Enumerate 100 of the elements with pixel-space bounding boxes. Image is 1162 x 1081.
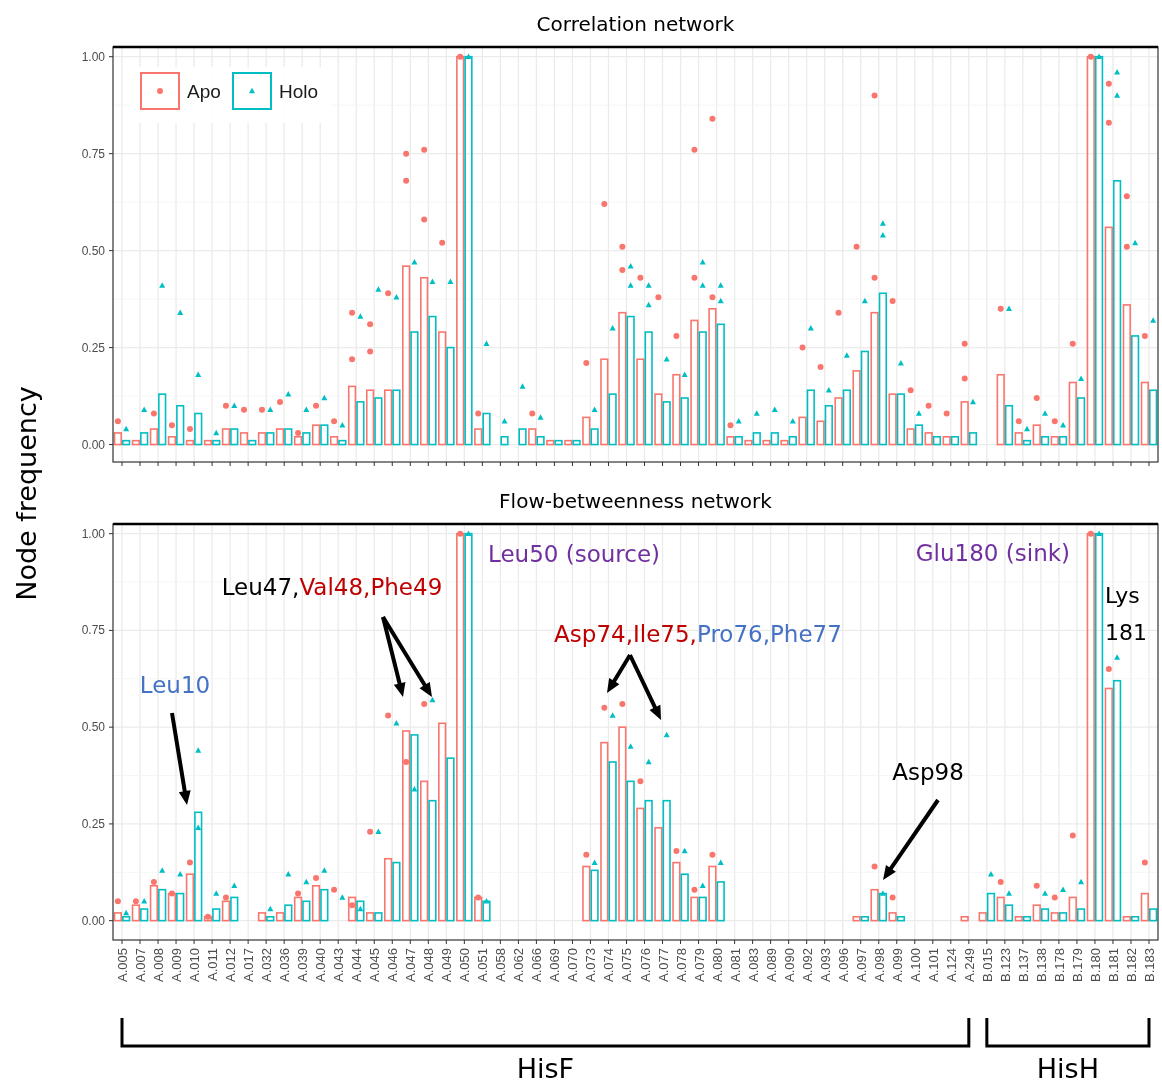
bar <box>1076 908 1086 922</box>
bar <box>1004 404 1014 446</box>
bar <box>554 439 563 446</box>
bar <box>816 420 825 446</box>
x-tick-label: A.069 <box>547 948 563 982</box>
x-tick-label: A.050 <box>457 948 473 982</box>
bar <box>176 892 185 922</box>
x-tick-label: B.138 <box>1033 948 1049 982</box>
x-tick-label: A.098 <box>871 948 887 982</box>
bar <box>788 435 797 446</box>
bar <box>1086 55 1095 446</box>
x-tick-label: B.015 <box>979 948 995 982</box>
bar <box>572 439 581 446</box>
bar <box>194 412 203 446</box>
bar <box>402 265 411 446</box>
bar <box>356 900 365 922</box>
x-tick-label: A.010 <box>187 948 203 982</box>
bar <box>662 799 671 922</box>
x-tick-label: A.078 <box>673 948 689 982</box>
y-tick-label: 0.75 <box>81 623 106 638</box>
y-tick-label: 1.00 <box>81 526 106 541</box>
bar <box>1040 908 1050 922</box>
bar <box>582 865 591 922</box>
bar <box>564 439 573 446</box>
bar <box>1140 892 1149 922</box>
bar <box>1058 435 1068 446</box>
x-tick-label: B.181 <box>1105 948 1121 982</box>
bar <box>446 346 455 446</box>
bar <box>1068 896 1077 922</box>
annotation: Lys 181 <box>1105 583 1147 645</box>
bar <box>536 435 545 446</box>
annotation: Glu180 (sink) <box>915 540 1070 566</box>
bar <box>870 311 879 446</box>
bar <box>860 915 869 922</box>
bar <box>356 401 365 446</box>
bar <box>1040 435 1050 446</box>
bar <box>464 55 473 446</box>
bar <box>888 393 897 446</box>
x-tick-label: B.180 <box>1087 948 1103 982</box>
bar <box>698 331 707 446</box>
x-tick-label: A.101 <box>925 948 941 982</box>
bar <box>482 900 491 922</box>
bar <box>266 915 275 922</box>
bar <box>248 439 257 446</box>
bar <box>1014 432 1023 446</box>
bar <box>221 428 231 446</box>
bar <box>383 857 393 922</box>
bar <box>365 912 375 922</box>
bar <box>896 393 906 446</box>
bar <box>185 873 195 922</box>
bar <box>428 799 437 922</box>
bar <box>176 404 185 446</box>
bar <box>266 432 275 446</box>
bar <box>600 741 609 922</box>
bar <box>824 404 833 446</box>
x-tick-label: A.047 <box>403 948 419 982</box>
bar <box>626 780 635 922</box>
bar <box>500 435 509 446</box>
bar <box>1032 424 1041 446</box>
bar <box>365 389 375 446</box>
y-axis-title: Node frequency <box>11 386 42 601</box>
y-tick-label: 0.25 <box>81 816 106 831</box>
bar <box>1058 912 1068 922</box>
x-tick-label: A.073 <box>583 948 599 982</box>
bar <box>608 761 617 922</box>
x-tick-label: A.079 <box>691 948 707 982</box>
bar <box>878 292 888 446</box>
bar <box>618 311 627 446</box>
bar <box>131 439 141 446</box>
x-tick-label: A.036 <box>277 948 293 982</box>
bar <box>1104 226 1113 446</box>
x-tick-label: A.007 <box>133 948 149 982</box>
bar <box>140 432 149 446</box>
bar <box>149 428 159 446</box>
bar <box>284 904 293 922</box>
bar <box>275 912 285 922</box>
x-tick-label: A.043 <box>331 948 347 982</box>
bar <box>852 915 861 922</box>
bar <box>420 276 429 446</box>
bar <box>474 896 483 922</box>
bar <box>167 435 177 446</box>
x-tick-label: A.049 <box>439 948 455 982</box>
bar <box>158 393 167 446</box>
bar <box>708 865 717 922</box>
x-tick-label: A.097 <box>853 948 869 982</box>
bar <box>1094 532 1104 922</box>
bar <box>770 432 779 446</box>
bar <box>716 323 725 446</box>
bar <box>302 900 311 922</box>
x-tick-label: A.008 <box>151 948 167 982</box>
x-tick-label: A.046 <box>385 948 401 982</box>
bar <box>438 331 447 446</box>
bar <box>708 308 717 446</box>
bar <box>1022 439 1032 446</box>
bar <box>600 358 609 446</box>
bar <box>672 373 681 446</box>
bar <box>1014 915 1023 922</box>
x-tick-label: A.090 <box>781 948 797 982</box>
y-tick-label: 0.50 <box>81 243 106 258</box>
bar <box>896 915 906 922</box>
